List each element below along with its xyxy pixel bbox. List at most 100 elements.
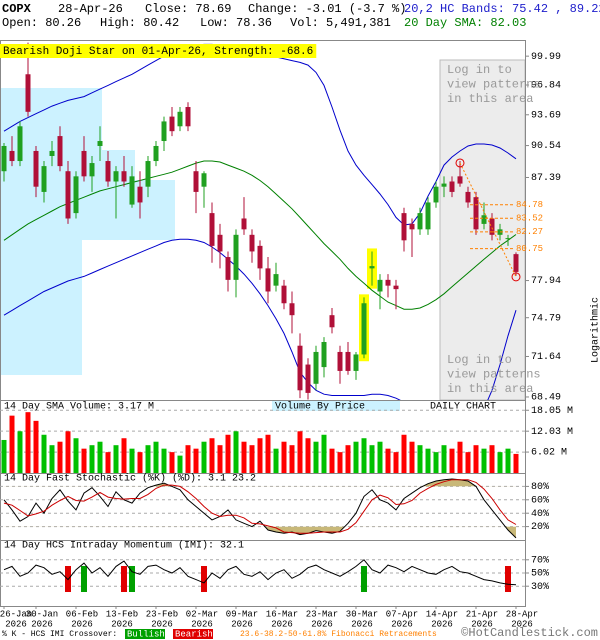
bullish-swatch — [125, 629, 165, 639]
y-tick-label: 71.64 — [531, 352, 561, 363]
panel-title: 14 Day HCS Intraday Momentum (IMI): 32.1 — [4, 540, 244, 552]
volume-bar — [97, 441, 103, 473]
volume-bar — [409, 441, 415, 473]
volume: Vol: 5,491,381 — [290, 16, 391, 30]
x-year-label: 2026 — [271, 619, 293, 629]
candle-body — [409, 223, 415, 230]
x-tick-label: 07-Apr — [386, 609, 418, 619]
volume-by-price — [1, 88, 175, 375]
volume-bar — [313, 441, 319, 473]
x-tick-label: 30-Jan — [26, 609, 58, 619]
x-tick-label: 23-Mar — [306, 609, 338, 619]
low: Low: 78.36 — [200, 16, 272, 30]
x-tick-label: 02-Mar — [186, 609, 218, 619]
vbp-label: Volume By Price — [275, 401, 365, 413]
bullish-crossover — [129, 566, 135, 592]
x-tick-label: 21-Apr — [466, 609, 498, 619]
volume-bar — [153, 441, 159, 473]
y-tick-label: 68.49 — [531, 393, 561, 404]
candle-body — [185, 107, 191, 127]
volume-bar — [209, 438, 215, 473]
volume-bar — [105, 452, 111, 473]
bearish-swatch — [173, 629, 213, 639]
x-year-label: 2026 — [111, 619, 133, 629]
bearish-crossover — [505, 566, 511, 592]
volume-bar — [161, 448, 167, 473]
volume-bar — [425, 448, 431, 473]
volume-bar — [353, 441, 359, 473]
candle-body — [129, 176, 135, 205]
volume-bar — [449, 448, 455, 473]
volume-bar — [233, 431, 239, 473]
volume-bar — [377, 441, 383, 473]
indicator-line — [3, 478, 517, 539]
candle-body — [289, 303, 295, 316]
y-tick-label: 12.03 M — [531, 427, 573, 438]
volume-bar — [65, 431, 71, 473]
y-tick-label: 70% — [531, 555, 549, 566]
candle-body — [137, 186, 143, 203]
candle-body — [1, 145, 7, 172]
candle-body — [353, 354, 359, 371]
title-banner — [0, 44, 317, 58]
fib-legend: 23.6-38.2-50-61.8% Fibonacci Retracement… — [240, 630, 437, 639]
bearish-crossover — [121, 566, 127, 592]
volume-bar — [457, 441, 463, 473]
y-tick-label: 74.79 — [531, 313, 561, 324]
bearish-crossover — [201, 566, 207, 592]
x-year-label: 2026 — [351, 619, 373, 629]
change: Change: -3.01 (-3.7 %) — [248, 2, 406, 16]
volume-bar — [1, 439, 7, 473]
y-tick-label: 50% — [531, 569, 549, 580]
volume-bar — [225, 434, 231, 473]
volume-bar — [289, 445, 295, 473]
x-tick-label: 28-Apr — [506, 609, 538, 619]
candle-body — [113, 171, 119, 182]
candle-body — [425, 202, 431, 230]
volume-bar — [113, 445, 119, 473]
volume-bar — [417, 445, 423, 473]
swing-low — [511, 272, 521, 282]
volume-bar — [145, 445, 151, 473]
x-year-label: 2026 — [311, 619, 333, 629]
volume-bar — [121, 438, 127, 473]
volume-bar — [193, 448, 199, 473]
candle-body — [121, 171, 127, 182]
candle-body — [81, 150, 87, 177]
x-year-label: 2026 — [231, 619, 253, 629]
volume-bar — [41, 434, 47, 473]
high: High: 80.42 — [100, 16, 179, 30]
crossover-legend: % K - HCS IMI Crossover: — [2, 630, 117, 639]
volume-bar — [57, 441, 63, 473]
indicator-line — [3, 479, 517, 534]
y-tick-label: 20% — [531, 522, 549, 533]
candle-body — [257, 245, 263, 269]
candle-body — [305, 364, 311, 393]
candle-body — [177, 111, 183, 127]
x-tick-label: 23-Feb — [146, 609, 178, 619]
candle-body — [433, 186, 439, 203]
copyright: ©HotCandlestick.com — [461, 626, 598, 640]
overbought-zone — [152, 479, 476, 487]
y-tick-label: 90.54 — [531, 141, 561, 152]
candle-body — [385, 279, 391, 286]
y-tick-label: 60% — [531, 495, 549, 506]
x-tick-label: 26-Jan — [0, 609, 32, 619]
y-tick-label: 87.39 — [531, 173, 561, 184]
volume-bar — [81, 448, 87, 473]
candle-body — [441, 183, 447, 187]
indicator-line — [3, 559, 517, 586]
bearish-label: Bearish — [175, 629, 213, 639]
volume-bar — [305, 438, 311, 473]
x-year-label: 2026 — [391, 619, 413, 629]
candle-body — [505, 238, 511, 240]
candle-body — [329, 315, 335, 328]
candle-body — [193, 171, 199, 192]
panel-title: 14 Day Fast Stochastic (%K) (%D): 3.1 23… — [4, 473, 256, 485]
candle-body — [169, 116, 175, 132]
volume-bar — [297, 431, 303, 473]
volume-bar — [25, 412, 31, 473]
volume-bar — [185, 445, 191, 473]
volume-bar — [481, 448, 487, 473]
